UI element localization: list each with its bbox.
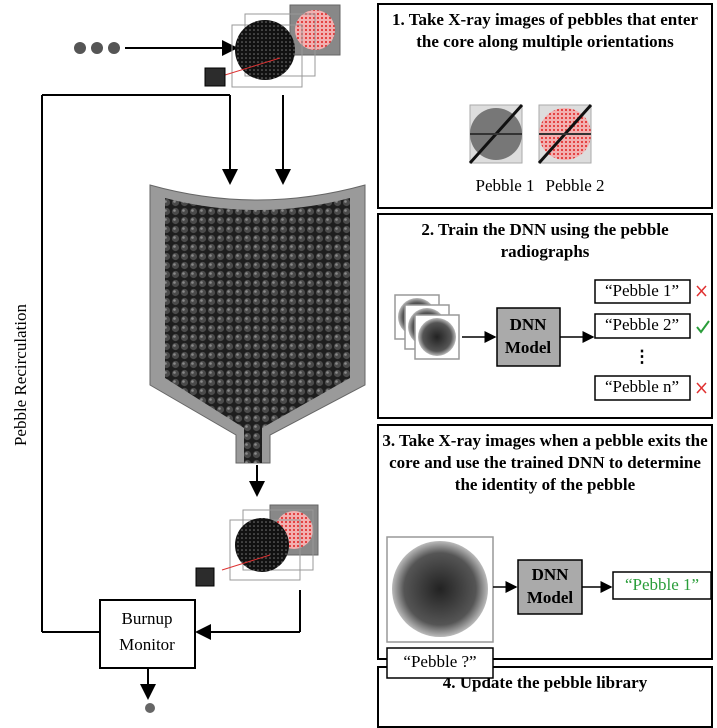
output-label: “Pebble 2”: [605, 315, 679, 334]
model-label: Model: [505, 338, 552, 357]
output-label: “Pebble n”: [605, 377, 679, 396]
step1-images: [470, 105, 591, 163]
page: 1. Take X-ray images of pebbles that ent…: [0, 0, 717, 725]
input-label: “Pebble ?”: [403, 652, 476, 671]
image-label: Pebble 1: [475, 176, 534, 195]
monitor-label: Monitor: [119, 635, 175, 654]
xray-station: [205, 5, 340, 87]
xray-station: [196, 505, 318, 586]
model-label: DNN: [532, 565, 570, 584]
output-label: “Pebble 1”: [605, 281, 679, 300]
left-diagram: [42, 5, 365, 713]
monitor-label: Burnup: [122, 609, 173, 628]
model-label: Model: [527, 588, 574, 607]
output-label: “Pebble 1”: [625, 575, 699, 594]
model-label: DNN: [510, 315, 548, 334]
image-label: Pebble 2: [545, 176, 604, 195]
output-label: ⋮: [634, 347, 651, 366]
recirculation-label: Pebble Recirculation: [11, 303, 30, 446]
diagram: Pebble Recirculation Burnup Monitor Pebb…: [0, 0, 717, 725]
